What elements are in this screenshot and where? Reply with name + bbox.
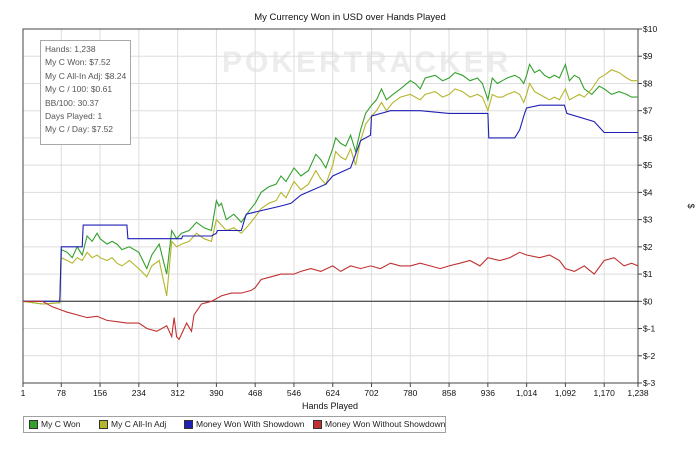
watermark: POKERTRACKER bbox=[222, 46, 511, 79]
stats-box: Hands: 1,238 My C Won: $7.52 My C All-In… bbox=[40, 40, 131, 145]
x-tick-label: 1 bbox=[21, 388, 26, 398]
y-tick-label: $10 bbox=[643, 24, 657, 34]
stat-won: My C Won: $7.52 bbox=[45, 57, 111, 68]
series-line-money-won-without-showdown bbox=[23, 251, 639, 341]
stat-hands: Hands: 1,238 bbox=[45, 44, 96, 54]
x-tick-label: 546 bbox=[287, 388, 301, 398]
legend-item-money-won-without-showdown[interactable]: Money Won Without Showdown bbox=[313, 419, 445, 429]
y-tick-label: $-1 bbox=[643, 324, 656, 334]
legend-item-my-c-won[interactable]: My C Won bbox=[29, 419, 81, 429]
x-tick-label: 1,014 bbox=[516, 388, 538, 398]
x-axis: 1 78 156 234 312 390 468 546 624 702 780 858 936 1,01… bbox=[21, 383, 649, 398]
y-tick-label: $-3 bbox=[643, 378, 656, 388]
legend-swatch bbox=[99, 419, 108, 429]
x-tick-label: 1,170 bbox=[594, 388, 616, 398]
y-tick-label: $6 bbox=[643, 133, 653, 143]
legend-item-my-c-all-in-adj[interactable]: My C All-In Adj bbox=[99, 419, 166, 429]
legend-swatch bbox=[313, 419, 322, 429]
x-tick-label: 390 bbox=[209, 388, 223, 398]
legend-label: Money Won With Showdown bbox=[196, 419, 305, 429]
x-tick-label: 624 bbox=[326, 388, 340, 398]
x-tick-label: 78 bbox=[57, 388, 67, 398]
x-tick-label: 858 bbox=[442, 388, 456, 398]
y-tick-label: $3 bbox=[643, 215, 653, 225]
y-tick-label: $0 bbox=[643, 296, 653, 306]
x-tick-label: 780 bbox=[403, 388, 417, 398]
x-tick-label: 936 bbox=[481, 388, 495, 398]
y-tick-label: $5 bbox=[643, 160, 653, 170]
x-tick-label: 234 bbox=[132, 388, 146, 398]
stat-per-100: My C / 100: $0.61 bbox=[45, 84, 113, 95]
plot-frame bbox=[22, 28, 639, 384]
legend-label: My C Won bbox=[41, 419, 81, 429]
stat-allin-adj: My C All-In Adj: $8.24 bbox=[45, 70, 127, 81]
series-line-my-c-all-in-adj bbox=[22, 69, 638, 305]
legend-swatch bbox=[29, 419, 38, 429]
stat-bb-100: BB/100: 30.37 bbox=[45, 97, 99, 108]
x-tick-label: 1,238 bbox=[627, 388, 649, 398]
legend-item-money-won-with-showdown[interactable]: Money Won With Showdown bbox=[184, 419, 305, 429]
series-line-money-won-with-showdown bbox=[23, 104, 638, 302]
series-layer bbox=[22, 62, 639, 341]
stat-days-played: Days Played: 1 bbox=[45, 111, 103, 122]
x-axis-label: Hands Played bbox=[302, 401, 358, 411]
y-tick-label: $8 bbox=[643, 78, 653, 88]
x-tick-label: 156 bbox=[93, 388, 107, 398]
legend-label: Money Won Without Showdown bbox=[325, 419, 446, 429]
y-tick-label: $1 bbox=[643, 269, 653, 279]
stat-per-day: My C / Day: $7.52 bbox=[45, 124, 114, 135]
y-axis: $-3 $-2 $-1 $0 $1 $2 $3 $4 $5 $6 $7 $8 $9 $10 bbox=[638, 24, 657, 388]
y-tick-label: $7 bbox=[643, 106, 653, 116]
chart-title: My Currency Won in USD over Hands Played bbox=[254, 12, 445, 23]
legend-swatch bbox=[184, 419, 193, 429]
y-tick-label: $9 bbox=[643, 51, 653, 61]
y-tick-label: $2 bbox=[643, 242, 653, 252]
x-tick-label: 702 bbox=[364, 388, 378, 398]
x-tick-label: 1,092 bbox=[555, 388, 577, 398]
x-tick-label: 468 bbox=[248, 388, 262, 398]
x-tick-label: 312 bbox=[171, 388, 185, 398]
y-tick-label: $-2 bbox=[643, 351, 656, 361]
y-axis-label: $ bbox=[686, 203, 696, 208]
legend-label: My C All-In Adj bbox=[111, 419, 167, 429]
legend: My C Won My C All-In Adj Money Won With … bbox=[23, 416, 446, 433]
series-line-my-c-won bbox=[22, 62, 638, 305]
y-tick-label: $4 bbox=[643, 187, 653, 197]
